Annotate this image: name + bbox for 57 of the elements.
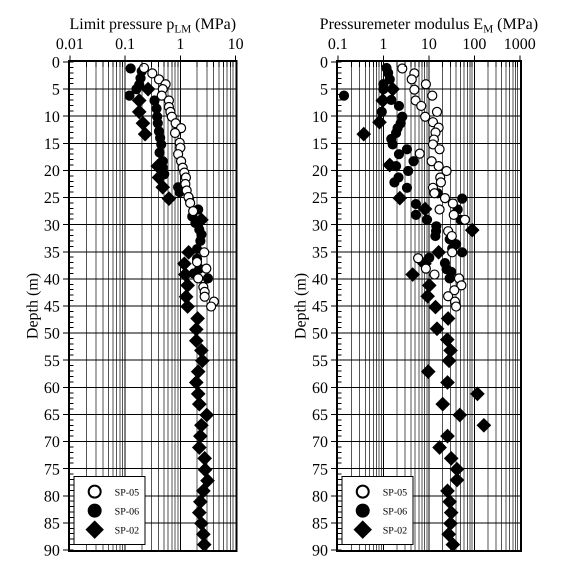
y-tick-label: 60 [312, 380, 328, 397]
y-tick-label: 20 [312, 163, 328, 180]
y-tick-label: 5 [320, 82, 328, 99]
x-tick-label: 0.1 [328, 36, 348, 53]
legend-label: SP-02 [114, 526, 140, 537]
x-axis-title: Limit pressure p$_{LM}$ (MPa) [69, 16, 236, 36]
y-tick-label: 85 [44, 515, 60, 532]
y-tick-label: 50 [312, 326, 328, 343]
y-tick-label: 50 [44, 326, 60, 343]
y-tick-label: 15 [44, 136, 60, 153]
y-tick-label: 80 [44, 488, 60, 506]
y-tick-label: 30 [44, 217, 60, 234]
x-axis-title: Pressuremeter modulus E$_{M}$ (MPa) [320, 16, 538, 36]
y-tick-label: 65 [312, 407, 328, 424]
y-tick-label: 5 [52, 82, 60, 99]
legend-label: SP-06 [382, 506, 408, 518]
y-tick-label: 55 [312, 352, 328, 370]
y-tick-label: 35 [44, 244, 60, 262]
y-tick-label: 65 [44, 407, 60, 424]
legend-label: SP-02 [382, 526, 408, 537]
y-tick-label: 75 [312, 461, 328, 478]
y-tick-label: 90 [44, 542, 60, 560]
y-tick-label: 20 [44, 163, 60, 180]
y-tick-label: 55 [44, 352, 60, 370]
x-tick-label: 10 [228, 36, 244, 53]
legend-label: SP-05 [382, 488, 408, 499]
y-tick-label: 45 [44, 298, 60, 316]
x-tick-label: 1000 [504, 36, 536, 53]
x-tick-label: 10 [420, 36, 437, 53]
y-tick-label: 75 [44, 461, 60, 478]
y-tick-label: 70 [312, 434, 328, 452]
y-tick-label: 90 [312, 542, 328, 560]
y-tick-label: 40 [312, 271, 328, 288]
x-tick-label: 1 [176, 36, 184, 53]
y-tick-label: 10 [44, 108, 60, 126]
y-tick-label: 70 [44, 434, 60, 452]
y-tick-label: 30 [312, 217, 328, 234]
x-tick-label: 0.01 [56, 36, 84, 53]
y-tick-label: 0 [52, 54, 60, 72]
y-tick-label: 35 [312, 244, 328, 262]
x-tick-label: 0.1 [115, 36, 136, 53]
y-tick-label: 40 [44, 271, 60, 288]
y-tick-label: 60 [44, 380, 60, 397]
y-axis-title: Depth (m) [292, 272, 310, 340]
y-tick-label: 15 [312, 136, 328, 153]
y-tick-label: 80 [312, 488, 328, 506]
y-axis-title: Depth (m) [24, 272, 42, 340]
y-tick-label: 0 [320, 54, 328, 72]
legend-label: SP-05 [114, 488, 140, 499]
x-tick-label: 1 [379, 36, 388, 53]
x-tick-label: 100 [462, 36, 486, 53]
legend-label: SP-06 [114, 506, 140, 518]
y-tick-label: 85 [312, 515, 328, 532]
y-tick-label: 10 [312, 108, 328, 126]
y-tick-label: 45 [312, 298, 328, 316]
y-tick-label: 25 [44, 190, 60, 208]
y-tick-label: 25 [312, 190, 328, 208]
